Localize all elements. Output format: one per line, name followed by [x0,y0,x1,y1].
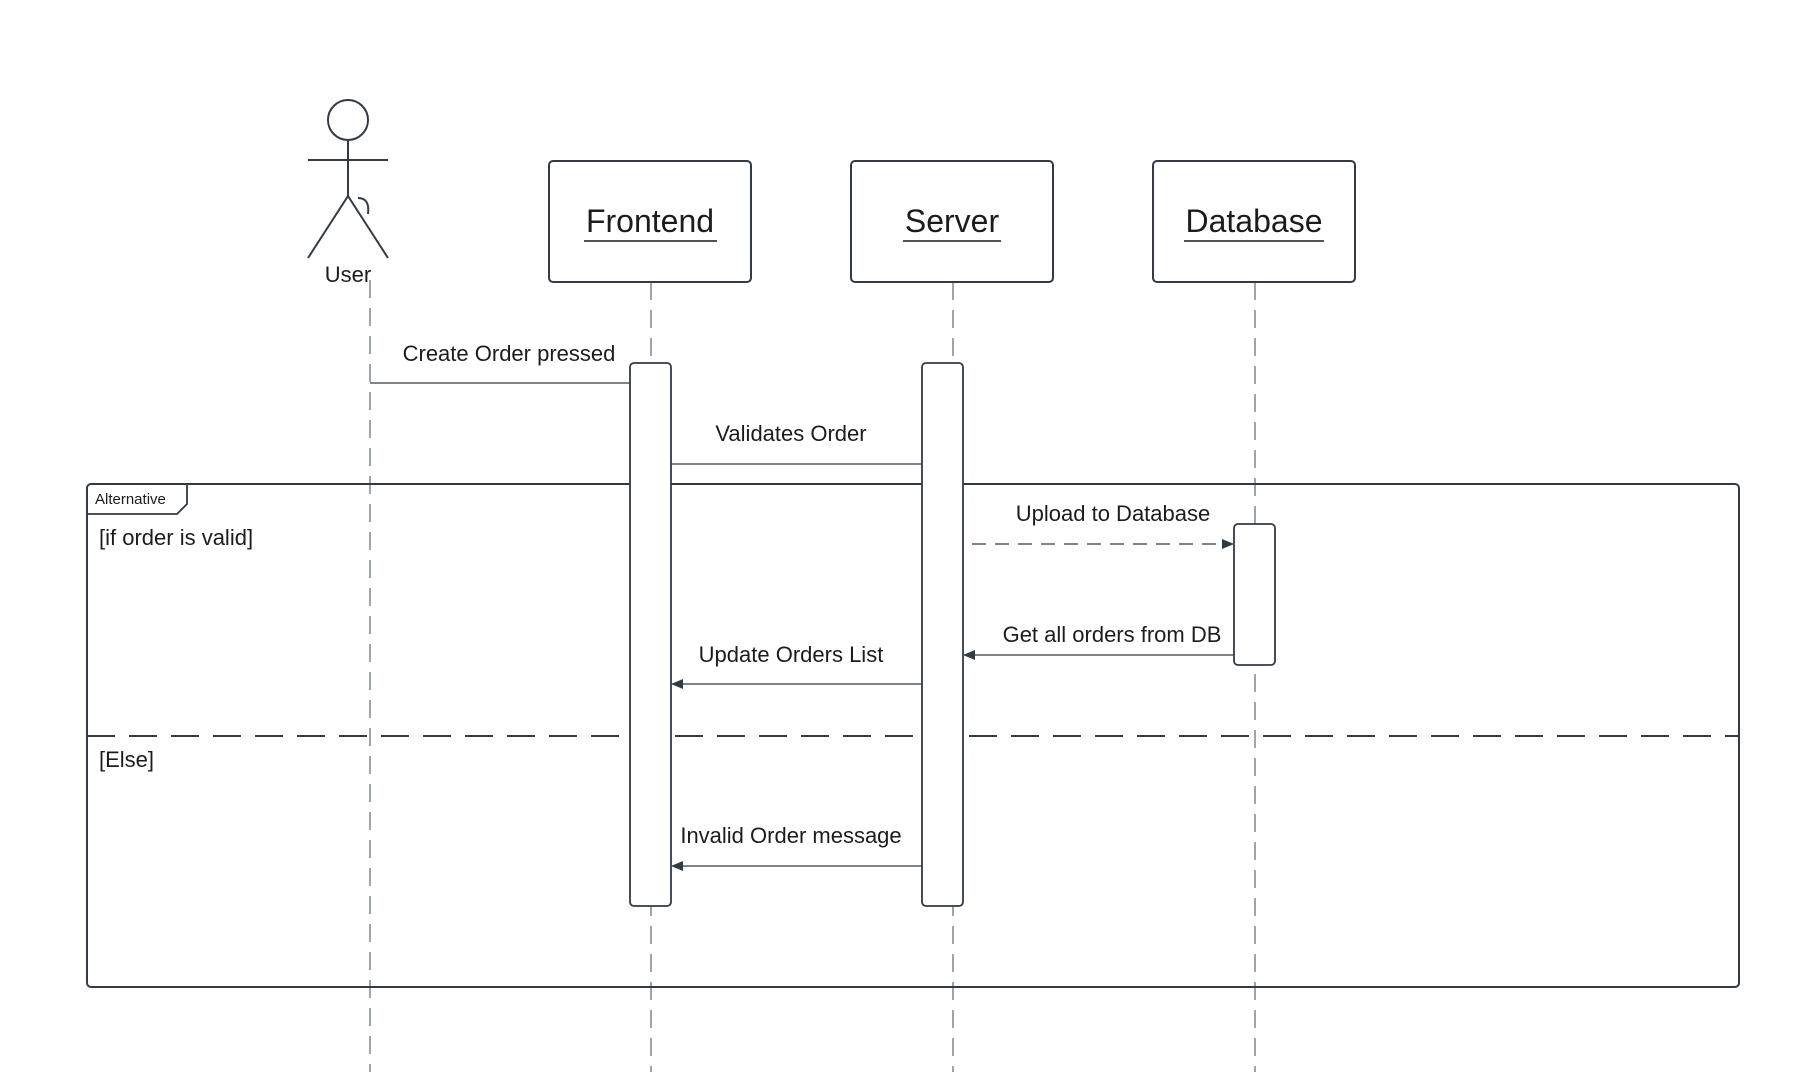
alt-fragment-tag: Alternative [95,491,166,508]
alt-fragment-tab [87,484,188,515]
participant-user: User [307,99,389,287]
message-update-orders-list: Update Orders List [671,642,922,689]
lifelines [369,280,1256,1072]
alt-guard-else: [Else] [99,747,154,772]
message-label: Upload to Database [1016,501,1210,526]
activations [629,362,1276,907]
activation-frontend [629,362,672,907]
participant-server: Server [850,160,1054,283]
activation-server [921,362,964,907]
message-label: Create Order pressed [403,341,616,366]
actor-stick-figure-icon [307,99,389,259]
message-invalid-order: Invalid Order message [671,823,922,871]
messages: Create Order pressed Validates Order Upl… [370,341,1234,871]
message-validates-order: Validates Order [671,421,922,465]
participant-box [850,160,1054,283]
alt-guard-valid: [if order is valid] [99,525,253,550]
participant-label: Server [905,203,1000,239]
message-get-all-orders: Get all orders from DB [963,622,1234,660]
participant-label: User [325,262,371,287]
participant-box [1152,160,1356,283]
activation-database [1233,523,1276,666]
message-upload-to-database: Upload to Database [972,501,1234,549]
message-label: Update Orders List [699,642,884,667]
participant-database: Database [1152,160,1356,283]
message-label: Invalid Order message [680,823,901,848]
alt-fragment: Alternative [if order is valid] [Else] [86,483,1740,988]
participant-frontend: Frontend [548,160,752,283]
participant-label: Frontend [586,203,714,239]
participant-label: Database [1186,203,1323,239]
participant-box [548,160,752,283]
message-label: Get all orders from DB [1003,622,1222,647]
message-label: Validates Order [715,421,866,446]
message-create-order: Create Order pressed [370,341,630,384]
